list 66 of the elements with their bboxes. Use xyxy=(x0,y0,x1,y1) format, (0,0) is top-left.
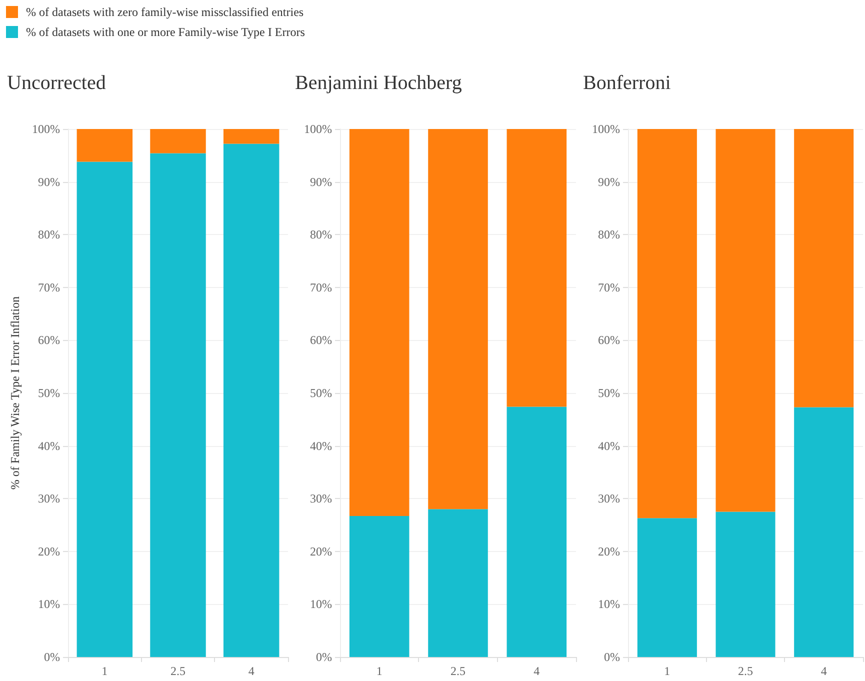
y-tick-label: 100% xyxy=(32,122,60,136)
y-tick-label: 40% xyxy=(38,438,60,453)
y-tick-label: 90% xyxy=(38,174,60,189)
y-tick-label: 90% xyxy=(310,174,332,189)
bar xyxy=(349,129,410,516)
y-tick-label: 60% xyxy=(310,333,332,348)
bar xyxy=(794,407,854,657)
x-tick-label: 2.5 xyxy=(738,664,753,678)
y-tick-label: 30% xyxy=(310,492,332,506)
y-tick-label: 90% xyxy=(598,174,620,189)
y-tick-label: 40% xyxy=(598,438,620,453)
x-tick-label: 1 xyxy=(102,664,108,678)
y-tick-label: 80% xyxy=(38,228,60,242)
bar xyxy=(428,129,488,510)
x-tick-label: 4 xyxy=(248,664,254,678)
y-tick-label: 20% xyxy=(598,544,620,558)
y-tick-label: 70% xyxy=(38,280,60,294)
y-tick-label: 70% xyxy=(598,280,620,294)
y-tick-label: 70% xyxy=(310,280,332,294)
bar xyxy=(150,153,206,657)
y-tick-label: 60% xyxy=(598,333,620,348)
bar xyxy=(223,144,280,657)
bar xyxy=(428,509,488,657)
y-axis-title: % of Family Wise Type I Error Inflation xyxy=(8,296,22,490)
bar xyxy=(223,129,280,144)
y-tick-label: 10% xyxy=(38,597,60,612)
y-tick-label: 10% xyxy=(598,597,620,612)
y-tick-label: 10% xyxy=(310,597,332,612)
bar xyxy=(716,129,776,512)
x-tick-label: 2.5 xyxy=(450,664,466,678)
y-tick-label: 30% xyxy=(598,492,620,506)
y-tick-label: 50% xyxy=(310,386,332,400)
chart-title: Benjamini Hochberg xyxy=(295,72,462,94)
bar xyxy=(349,516,410,657)
bar xyxy=(506,406,567,657)
y-tick-label: 20% xyxy=(310,544,332,558)
y-tick-label: 100% xyxy=(592,122,620,136)
x-tick-label: 4 xyxy=(820,664,827,678)
x-tick-label: 4 xyxy=(534,664,540,678)
y-tick-label: 50% xyxy=(598,386,620,400)
bar xyxy=(637,518,697,657)
y-tick-label: 20% xyxy=(38,544,60,558)
bar xyxy=(76,162,133,657)
bar xyxy=(506,129,567,407)
x-tick-label: 1 xyxy=(376,664,382,678)
y-tick-label: 100% xyxy=(304,122,332,136)
y-tick-label: 60% xyxy=(38,333,60,348)
bar xyxy=(637,129,697,518)
y-tick-label: 80% xyxy=(310,228,332,242)
x-tick-label: 1 xyxy=(664,664,670,678)
chart-title: Bonferroni xyxy=(583,72,672,94)
y-tick-label: 40% xyxy=(310,438,332,453)
bar xyxy=(76,129,133,162)
legend-label: % of datasets with one or more Family-wise Type I Errors xyxy=(26,24,305,40)
y-tick-label: 0% xyxy=(316,650,332,664)
chart-title: Uncorrected xyxy=(7,72,106,94)
y-tick-label: 30% xyxy=(38,492,60,506)
bar xyxy=(794,129,854,408)
legend-label: % of datasets with zero family-wise missclassified entries xyxy=(26,4,304,20)
y-tick-label: 80% xyxy=(598,228,620,242)
y-tick-label: 50% xyxy=(38,386,60,400)
y-tick-label: 0% xyxy=(44,650,60,664)
bar xyxy=(716,512,776,657)
y-tick-label: 0% xyxy=(604,650,620,664)
x-tick-label: 2.5 xyxy=(170,664,186,678)
bar xyxy=(150,129,206,154)
